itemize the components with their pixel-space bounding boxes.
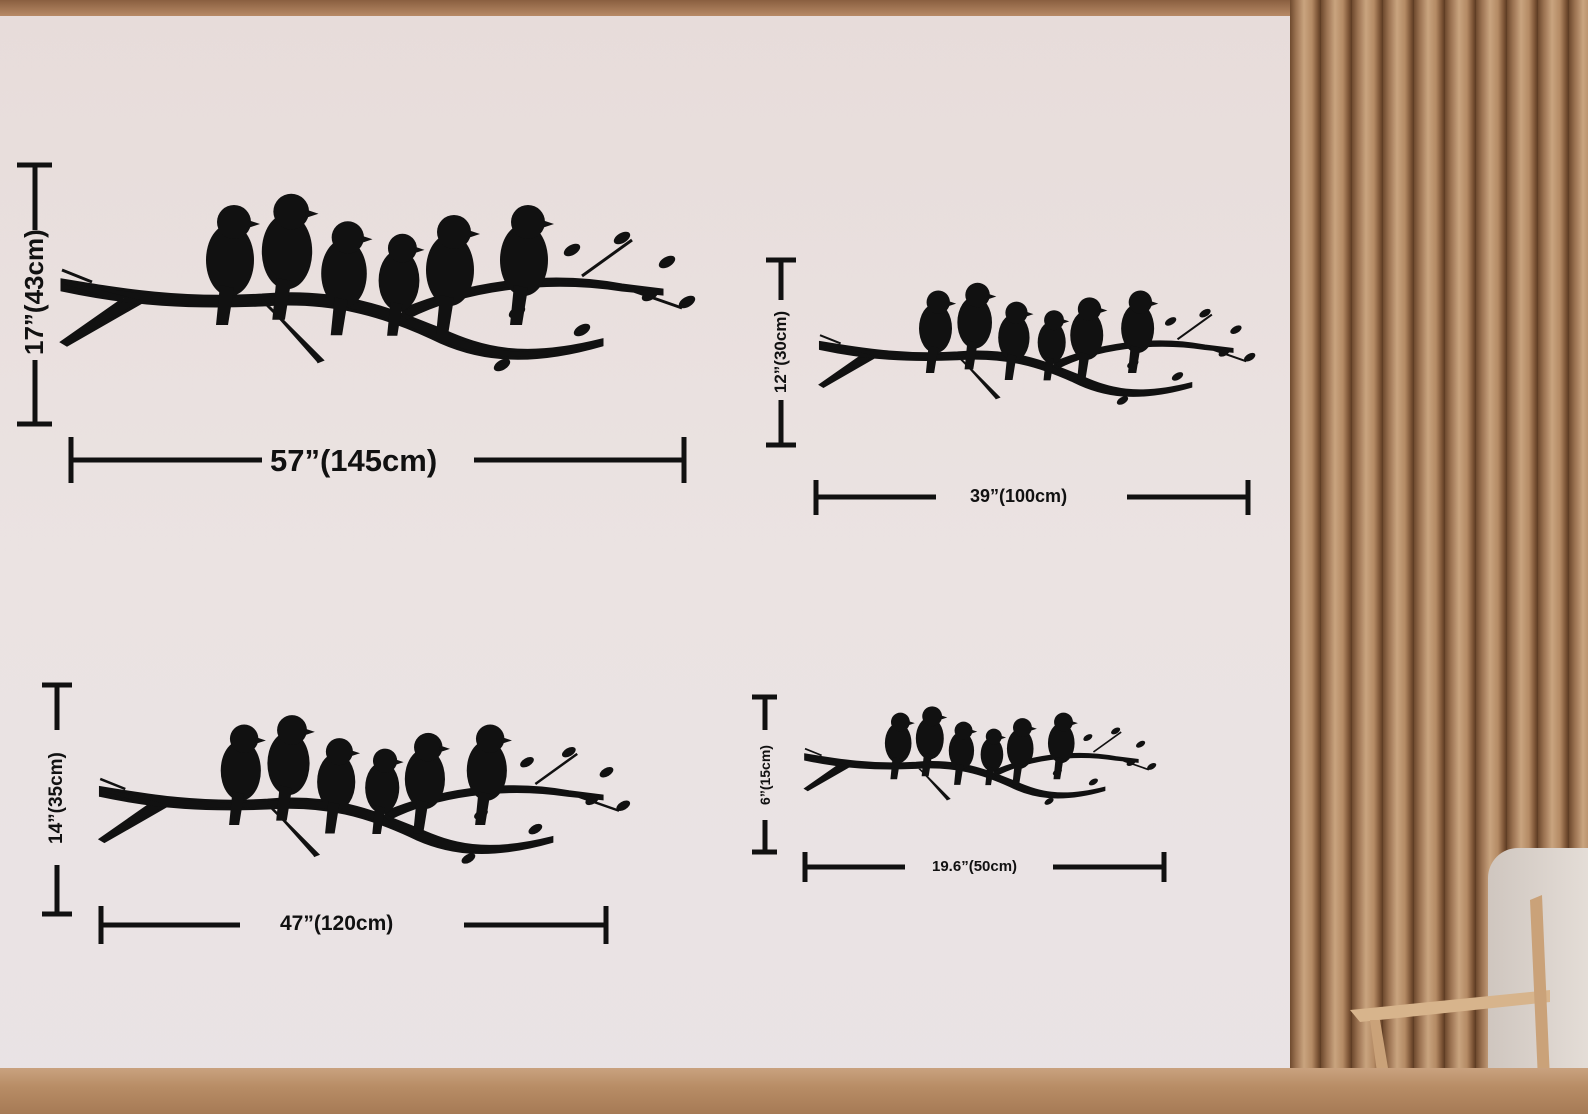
leaf	[461, 853, 476, 864]
bird	[948, 721, 978, 785]
leaf	[1044, 797, 1054, 805]
bird	[378, 233, 425, 336]
leaf	[1116, 396, 1129, 405]
bird	[426, 215, 480, 335]
branch	[97, 752, 620, 858]
branch	[59, 238, 683, 364]
bird	[321, 221, 373, 336]
leaf	[585, 794, 600, 806]
bird	[365, 748, 404, 834]
bird	[980, 728, 1007, 786]
bird	[261, 193, 319, 320]
leaf	[1111, 727, 1121, 735]
bird	[466, 724, 512, 825]
bird	[1047, 712, 1078, 780]
bird	[206, 205, 260, 325]
width-label-small: 19.6”(50cm)	[932, 858, 1018, 875]
height-label-medium-large: 14”(35cm)	[46, 752, 67, 844]
bird	[267, 715, 315, 821]
leaf	[1126, 759, 1136, 767]
ceiling-wood-trim	[0, 0, 1300, 16]
leaf	[1136, 740, 1146, 748]
height-label-medium: 12”(30cm)	[771, 310, 790, 394]
leaf	[1088, 778, 1098, 786]
chair	[1350, 895, 1550, 1080]
bird	[884, 712, 915, 780]
bird	[915, 706, 948, 777]
leaf	[1164, 317, 1177, 326]
bird	[1006, 718, 1037, 785]
height-label-small: 6”(15cm)	[757, 745, 773, 805]
leaf	[613, 231, 631, 245]
bird	[404, 732, 451, 834]
height-label-large: 17”(43cm)	[19, 229, 49, 355]
leaf	[1230, 325, 1242, 334]
bird-branch-decal-medium-large	[97, 715, 631, 864]
leaf	[493, 358, 511, 372]
leaf	[520, 756, 534, 768]
bird	[1070, 297, 1108, 380]
branch	[818, 313, 1247, 400]
leaf	[1199, 308, 1211, 318]
leaf	[561, 746, 576, 758]
bird-branch-decal-medium	[818, 282, 1256, 405]
width-label-medium: 39”(100cm)	[970, 486, 1068, 506]
bird	[957, 282, 997, 370]
leaf	[528, 823, 543, 835]
branch	[803, 731, 1150, 801]
bird	[998, 301, 1034, 381]
leaf	[1083, 734, 1093, 742]
bird-branch-decal-large	[59, 193, 696, 372]
leaf	[678, 295, 696, 309]
leaf	[641, 288, 659, 302]
leaf	[1147, 762, 1157, 770]
leaf	[616, 800, 631, 811]
width-label-large: 57”(145cm)	[270, 443, 438, 478]
leaf	[563, 243, 581, 257]
bird	[317, 738, 361, 834]
bird	[1121, 290, 1159, 373]
bird	[919, 290, 957, 373]
leaf	[1171, 372, 1184, 381]
leaf	[573, 323, 591, 337]
leaf	[1244, 352, 1256, 362]
width-label-medium-large: 47”(120cm)	[280, 912, 394, 935]
leaf	[658, 255, 676, 269]
floor-trim	[0, 1068, 1588, 1114]
leaf	[1218, 348, 1230, 357]
bird	[1037, 310, 1070, 381]
leaf	[599, 767, 614, 778]
bird-branch-decal-small	[803, 706, 1157, 805]
bird	[220, 724, 266, 825]
bird	[500, 205, 554, 325]
